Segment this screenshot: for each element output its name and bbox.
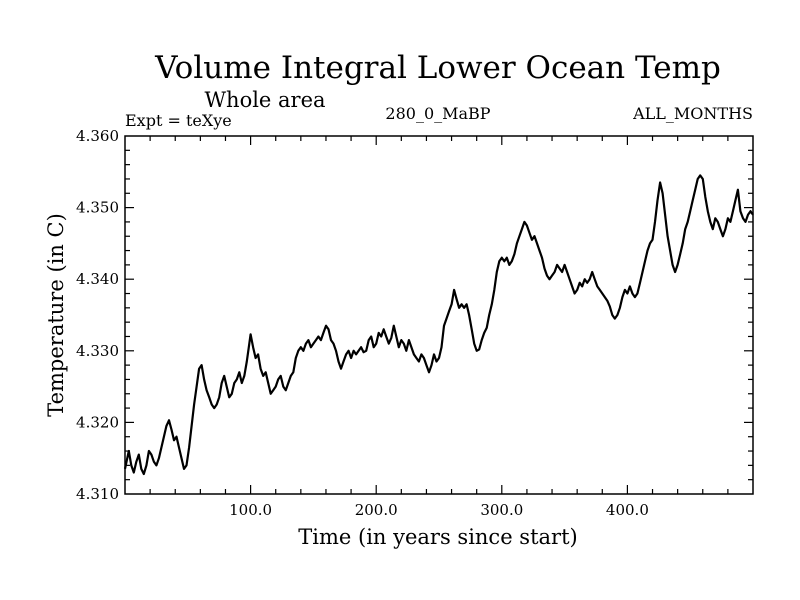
x-tick-label: 300.0: [480, 501, 523, 519]
temperature-series-line: [123, 174, 754, 476]
months-label: ALL_MONTHS: [632, 104, 753, 123]
x-tick-label: 400.0: [606, 501, 649, 519]
chart-title: Volume Integral Lower Ocean Temp: [154, 50, 721, 86]
y-tick-label: 4.320: [76, 413, 119, 431]
experiment-label: Expt = teXye: [125, 111, 232, 130]
y-tick-label: 4.330: [76, 342, 119, 360]
period-label: 280_0_MaBP: [385, 104, 490, 123]
y-axis: 4.310 4.320 4.330 4.340 4.350 4.360: [76, 127, 753, 503]
plot-frame: [124, 135, 754, 495]
y-tick-label: 4.360: [76, 127, 119, 145]
y-axis-label: Temperature (in C): [44, 213, 68, 417]
chart-subtitle: Whole area: [204, 88, 325, 112]
plot-area: 100.0 200.0 300.0 400.0 4.310 4.320 4.330 4.34…: [76, 127, 754, 519]
x-tick-label: 100.0: [229, 501, 272, 519]
y-tick-label: 4.310: [76, 485, 119, 503]
x-axis: 100.0 200.0 300.0 400.0: [149, 136, 729, 519]
y-tick-label: 4.340: [76, 270, 119, 288]
x-tick-label: 200.0: [355, 501, 398, 519]
x-axis-label: Time (in years since start): [298, 525, 577, 549]
y-tick-label: 4.350: [76, 199, 119, 217]
